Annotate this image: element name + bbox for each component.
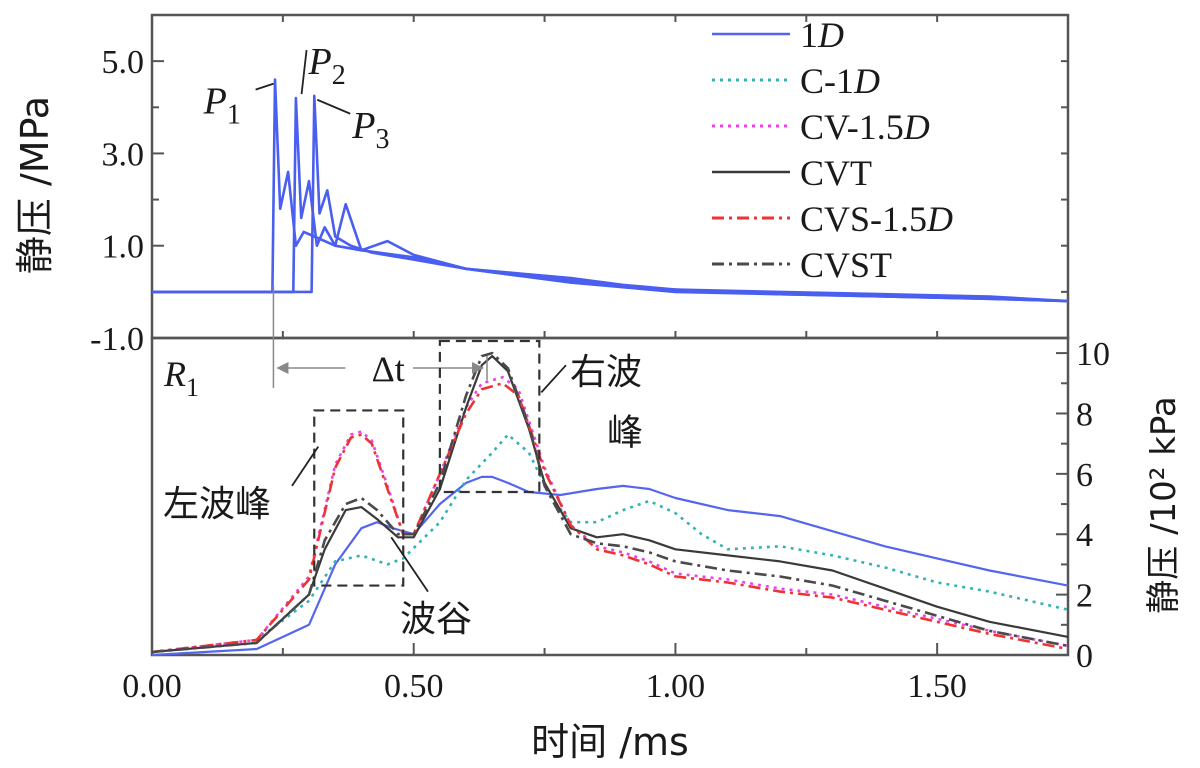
panel-label: R1 (163, 354, 199, 402)
top-y-axis-label: 静压 /MPa (13, 96, 57, 274)
bottom-series-line (151, 375, 1069, 654)
peak-leader-line (300, 49, 308, 95)
x-axis-label: 时间 /ms (531, 720, 689, 764)
right-peak-label: 右波 (570, 352, 642, 393)
bottom-y-tick-label: 0 (1076, 638, 1093, 675)
top-y-tick-label: -1.0 (90, 321, 144, 358)
top-series-line (152, 94, 1069, 303)
x-tick-label: 1.00 (646, 668, 706, 705)
bottom-series-line (151, 355, 1069, 654)
bottom-series-line (151, 475, 1069, 657)
top-y-tick-label: 1.0 (102, 229, 145, 266)
bottom-y-tick-label: 4 (1076, 517, 1093, 554)
valley-label: 波谷 (400, 599, 472, 640)
valley-leader (390, 536, 429, 593)
top-y-tick-label: 3.0 (102, 136, 145, 173)
right-peak-box (438, 339, 541, 494)
bottom-y-tick-label: 8 (1076, 396, 1093, 433)
legend-label: CVST (800, 245, 892, 285)
dt-arrowhead-right (471, 362, 484, 374)
bottom-series-line (151, 381, 1069, 654)
bottom-y-tick-label: 2 (1076, 578, 1093, 615)
bottom-series-line (151, 351, 1069, 654)
x-tick-label: 1.50 (907, 668, 967, 705)
left-peak-box (313, 409, 405, 587)
dt-label: Δt (372, 349, 405, 389)
peak-label: P3 (351, 105, 389, 155)
left-peak-label: 左波峰 (163, 484, 271, 525)
peak-leader-line (255, 82, 274, 91)
x-tick-label: 0.50 (384, 668, 444, 705)
legend: 1D C-1D CV-1.5D CVT CVS-1.5D CVST (712, 15, 953, 285)
dt-arrowhead-left (276, 362, 289, 374)
legend-label: CVT (800, 153, 872, 193)
peak-leader-line (316, 98, 351, 115)
top-y-tick-label: 5.0 (102, 44, 145, 81)
legend-label: CVS-1.5D (800, 199, 953, 239)
right-peak-label-line2: 峰 (607, 413, 643, 454)
right-peak-leader (540, 364, 567, 393)
bottom-panel-frame (150, 336, 1070, 657)
bottom-y-tick-label: 10 (1076, 336, 1110, 373)
legend-label: CV-1.5D (800, 107, 930, 147)
top-series-line (152, 78, 1069, 303)
peak-label: P1 (203, 81, 241, 131)
left-peak-leader (291, 446, 320, 487)
top-series-line (152, 96, 1069, 303)
legend-label: 1D (800, 15, 844, 55)
legend-label: C-1D (800, 61, 880, 101)
bottom-y-tick-label: 6 (1076, 457, 1093, 494)
bottom-y-axis-label: 静压 /10² kPa (1144, 396, 1184, 613)
peak-label: P2 (308, 41, 346, 91)
x-tick-label: 0.00 (122, 668, 182, 705)
